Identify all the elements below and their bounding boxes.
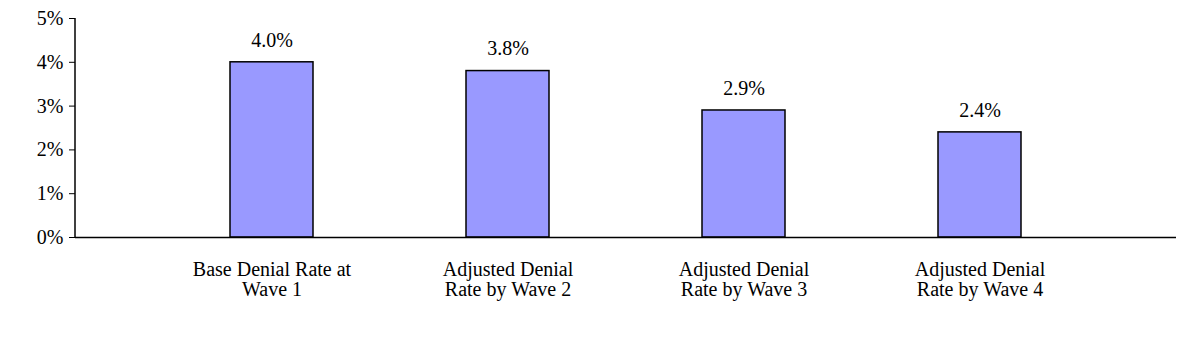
svg-text:4.0%: 4.0%	[251, 29, 293, 51]
svg-text:3.8%: 3.8%	[487, 37, 529, 59]
svg-text:2.9%: 2.9%	[723, 77, 765, 99]
svg-text:Adjusted DenialRate by Wave 4: Adjusted DenialRate by Wave 4	[915, 258, 1046, 301]
svg-text:0%: 0%	[37, 226, 64, 248]
svg-text:Base Denial Rate atWave 1: Base Denial Rate atWave 1	[193, 258, 352, 300]
svg-text:2%: 2%	[37, 138, 64, 160]
svg-text:4%: 4%	[37, 51, 64, 73]
svg-text:1%: 1%	[37, 182, 64, 204]
svg-text:2.4%: 2.4%	[959, 99, 1001, 121]
svg-text:Adjusted DenialRate by Wave 3: Adjusted DenialRate by Wave 3	[679, 258, 810, 301]
svg-text:Adjusted DenialRate by Wave 2: Adjusted DenialRate by Wave 2	[443, 258, 574, 301]
svg-text:3%: 3%	[37, 95, 64, 117]
svg-text:5%: 5%	[37, 7, 64, 29]
